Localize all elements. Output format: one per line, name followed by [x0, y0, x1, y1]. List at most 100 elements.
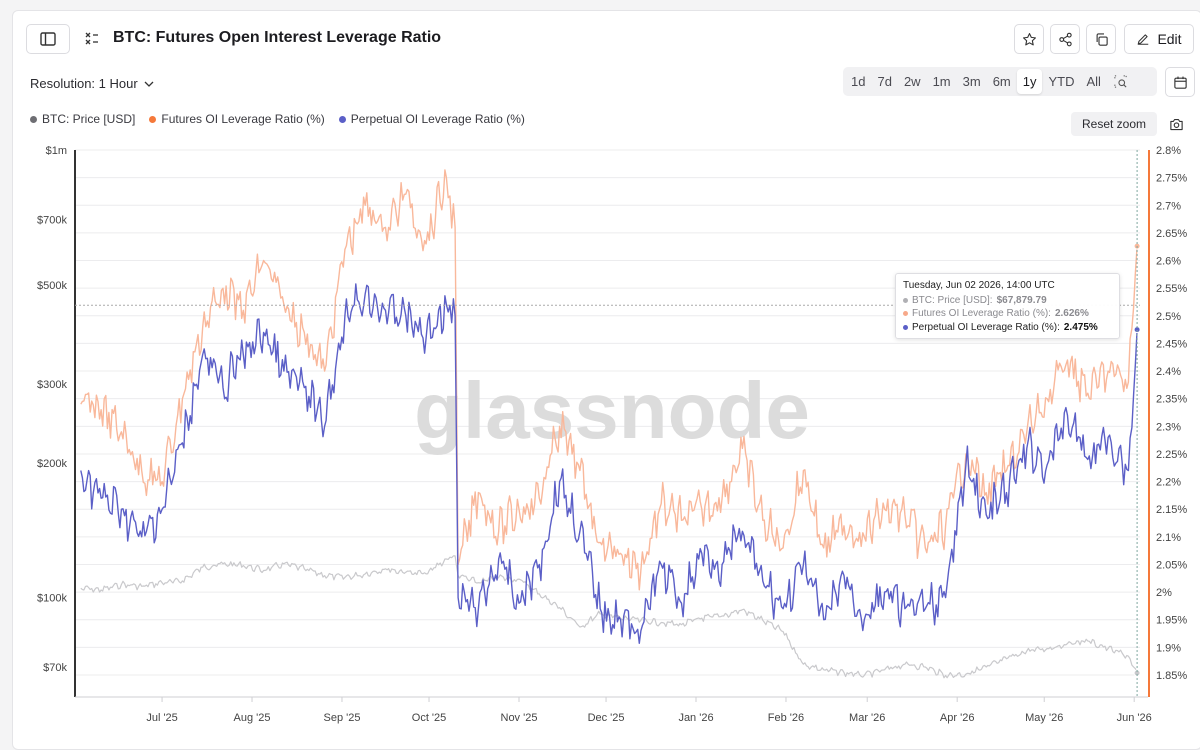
x-axis-tick-label: Feb '26 — [768, 712, 804, 724]
pencil-icon — [1138, 34, 1149, 45]
tooltip-value: $67,879.79 — [996, 294, 1047, 306]
legend-item-btc-price[interactable]: BTC: Price [USD] — [30, 112, 135, 126]
left-axis-tick-label: $100k — [37, 593, 67, 605]
share-button[interactable] — [1050, 24, 1080, 54]
series-line-futures-ratio — [80, 169, 1138, 591]
right-axis-tick-label: 2.05% — [1156, 559, 1187, 571]
right-axis-tick-label: 1.95% — [1156, 615, 1187, 627]
date-picker-button[interactable] — [1165, 67, 1195, 97]
screenshot-button[interactable] — [1166, 114, 1186, 134]
right-axis-tick-label: 2.7% — [1156, 200, 1181, 212]
range-2w[interactable]: 2w — [903, 74, 921, 89]
tooltip-value: 2.475% — [1063, 321, 1098, 333]
right-axis-tick-label: 2.4% — [1156, 366, 1181, 378]
right-axis-tick-label: 2.55% — [1156, 283, 1187, 295]
edit-label: Edit — [1157, 31, 1182, 47]
tooltip-row-perpetual: Perpetual OI Leverage Ratio (%): 2.475% — [903, 321, 1112, 335]
edit-button[interactable]: Edit — [1124, 24, 1194, 54]
formula-icon[interactable] — [84, 30, 100, 46]
tooltip-label: BTC: Price [USD]: — [912, 294, 993, 306]
x-axis-tick-label: May '26 — [1025, 712, 1063, 724]
series-lines — [80, 169, 1141, 679]
legend-marker — [338, 115, 346, 123]
tooltip-row-futures: Futures OI Leverage Ratio (%): 2.626% — [903, 307, 1112, 321]
x-axis-tick-label: Mar '26 — [849, 712, 885, 724]
right-axis-tick-label: 2.15% — [1156, 504, 1187, 516]
chevron-down-icon — [144, 81, 154, 87]
right-axis-tick-label: 1.9% — [1156, 642, 1181, 654]
right-axis-tick-label: 2.8% — [1156, 145, 1181, 157]
x-axis-tick-label: Sep '25 — [323, 712, 360, 724]
right-axis-tick-label: 2.35% — [1156, 394, 1187, 406]
share-icon — [1058, 32, 1072, 46]
resolution-select[interactable]: Resolution: 1 Hour — [30, 76, 154, 91]
left-axis-tick-label: $200k — [37, 458, 67, 470]
left-axis-tick-label: $300k — [37, 379, 67, 391]
tooltip-marker — [903, 324, 908, 330]
x-axis-tick-label: Oct '25 — [412, 712, 447, 724]
left-axis-tick-label: $700k — [37, 214, 67, 226]
zoom-area-icon — [1114, 75, 1127, 88]
left-axis-tick-label: $70k — [43, 662, 67, 674]
range-all[interactable]: All — [1086, 74, 1101, 89]
tooltip-row-btc-price: BTC: Price [USD]: $67,879.79 — [903, 294, 1112, 308]
range-7d[interactable]: 7d — [877, 74, 892, 89]
tooltip-label: Perpetual OI Leverage Ratio (%): — [912, 321, 1060, 333]
chart-legend: BTC: Price [USD] Futures OI Leverage Rat… — [30, 112, 525, 126]
x-axis-tick-label: Jun '26 — [1117, 712, 1152, 724]
right-axis-tick-label: 2.6% — [1156, 256, 1181, 268]
range-1m[interactable]: 1m — [932, 74, 951, 89]
axes — [74, 150, 1150, 702]
resolution-label: Resolution: 1 Hour — [30, 76, 138, 91]
legend-label: Perpetual OI Leverage Ratio (%) — [350, 112, 525, 126]
right-axis-tick-label: 2.2% — [1156, 477, 1181, 489]
x-axis-tick-label: Jan '26 — [678, 712, 713, 724]
sidebar-panel-icon — [40, 32, 56, 46]
page-title: BTC: Futures Open Interest Leverage Rati… — [113, 29, 442, 46]
star-icon — [1022, 32, 1036, 45]
legend-item-perpetual-ratio[interactable]: Perpetual OI Leverage Ratio (%) — [338, 112, 525, 126]
favorite-button[interactable] — [1014, 24, 1044, 54]
right-axis-tick-label: 2.3% — [1156, 421, 1181, 433]
chart-tooltip: Tuesday, Jun 02 2026, 14:00 UTC BTC: Pri… — [895, 273, 1120, 339]
tooltip-date: Tuesday, Jun 02 2026, 14:00 UTC — [903, 280, 1055, 291]
left-axis-tick-label: $1m — [46, 145, 67, 157]
legend-marker — [149, 115, 157, 123]
time-range-selector: 1d 7d 2w 1m 3m 6m 1y YTD All — [843, 67, 1157, 96]
camera-icon — [1169, 118, 1183, 130]
right-axis-tick-label: 1.85% — [1156, 670, 1187, 682]
range-1y[interactable]: 1y — [1016, 69, 1043, 94]
tick-labels: 2.8% 2.75% 2.7% 2.65% 2.6% 2.55% 2.5% 2.45% 2.4%… — [37, 145, 1187, 724]
sidebar-toggle-button[interactable] — [26, 24, 70, 54]
legend-label: BTC: Price [USD] — [42, 112, 136, 126]
x-axis-tick-label: Dec '25 — [588, 712, 625, 724]
crosshair — [75, 150, 1140, 697]
right-axis-tick-label: 2.5% — [1156, 311, 1181, 323]
tooltip-label: Futures OI Leverage Ratio (%): — [912, 308, 1051, 319]
calendar-icon — [1173, 76, 1187, 89]
x-axis-tick-label: Apr '26 — [940, 712, 975, 724]
chart-card — [12, 10, 1200, 750]
copy-icon — [1096, 32, 1108, 46]
right-axis-tick-label: 2.1% — [1156, 532, 1181, 544]
reset-zoom-button[interactable]: Reset zoom — [1071, 112, 1157, 136]
right-axis-tick-label: 2.45% — [1156, 338, 1187, 350]
right-axis-tick-label: 2.65% — [1156, 228, 1187, 240]
legend-item-futures-ratio[interactable]: Futures OI Leverage Ratio (%) — [149, 112, 325, 126]
range-1d[interactable]: 1d — [851, 74, 866, 89]
x-axis-tick-label: Jul '25 — [146, 712, 177, 724]
duplicate-button[interactable] — [1086, 24, 1116, 54]
tooltip-value: 2.626% — [1054, 308, 1089, 319]
range-6m[interactable]: 6m — [992, 74, 1011, 89]
x-axis-tick-label: Aug '25 — [234, 712, 271, 724]
watermark: glassnode — [414, 366, 810, 455]
grid-lines — [75, 149, 1140, 676]
legend-marker — [30, 115, 37, 123]
zoom-select-button[interactable] — [1107, 69, 1134, 94]
tooltip-marker — [903, 311, 908, 317]
x-axis-tick-label: Nov '25 — [501, 712, 538, 724]
range-3m[interactable]: 3m — [962, 74, 981, 89]
range-ytd[interactable]: YTD — [1048, 74, 1075, 89]
right-axis-tick-label: 2.75% — [1156, 173, 1187, 185]
